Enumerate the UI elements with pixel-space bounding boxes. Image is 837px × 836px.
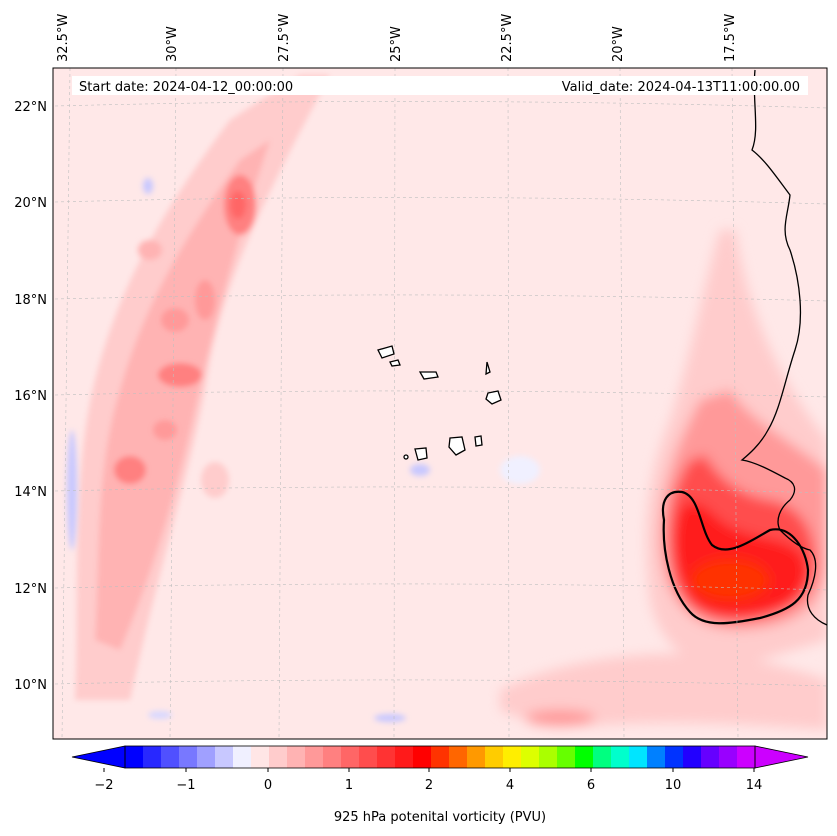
colorbar-cell (431, 746, 450, 768)
colorbar-ticks (103, 768, 755, 772)
cbar-tick-label: 4 (506, 778, 514, 793)
colorbar-over-arrow (754, 745, 809, 769)
colorbar-cell (503, 746, 522, 768)
west-band (75, 75, 330, 700)
cbar-tick-label: 10 (665, 778, 682, 793)
colorbar-cell (737, 746, 756, 768)
colorbar-cell (395, 746, 414, 768)
colorbar-cell (179, 746, 198, 768)
lon-label: 20°W (611, 26, 626, 62)
colorbar-cell (647, 746, 666, 768)
info-bar (72, 76, 808, 95)
start-date: Start date: 2024-04-12_00:00:00 (79, 80, 293, 95)
colorbar-cell (323, 746, 342, 768)
longitude-labels: 32.5°W 30°W 27.5°W 25°W 22.5°W 20°W 17.5… (56, 14, 738, 62)
lon-label: 30°W (165, 26, 180, 62)
cbar-tick-label: 0 (264, 778, 272, 793)
colorbar-cell (611, 746, 630, 768)
latitude-labels: 22°N 20°N 18°N 16°N 14°N 12°N 10°N (14, 100, 47, 693)
colorbar-cell (197, 746, 216, 768)
lon-label: 27.5°W (277, 14, 292, 62)
lon-label: 25°W (389, 26, 404, 62)
colorbar-cell (665, 746, 684, 768)
east-ridge (500, 230, 827, 730)
lat-label: 22°N (14, 100, 47, 115)
lat-label: 10°N (14, 678, 47, 693)
colorbar-cell (557, 746, 576, 768)
lat-label: 16°N (14, 389, 47, 404)
valid-date: Valid_date: 2024-04-13T11:00:00.00 (562, 80, 800, 95)
lat-label: 14°N (14, 485, 47, 500)
cbar-tick-label: −1 (176, 778, 195, 793)
colorbar-cell (161, 746, 180, 768)
cape-verde-islands (377, 345, 502, 461)
cbar-tick-label: 14 (746, 778, 763, 793)
colorbar-cell (251, 746, 270, 768)
cbar-tick-label: 1 (345, 778, 353, 793)
colorbar-cell (539, 746, 558, 768)
colorbar-title: 925 hPa potenital vorticity (PVU) (334, 810, 546, 825)
colorbar-cell (467, 746, 486, 768)
cbar-tick-label: 6 (587, 778, 595, 793)
lon-label: 32.5°W (56, 14, 71, 62)
colorbar-cell (341, 746, 360, 768)
colorbar-cell (701, 746, 720, 768)
colorbar-cell (215, 746, 234, 768)
pv-contour-line (661, 490, 810, 625)
colorbar-cell (449, 746, 468, 768)
colorbar-cell (485, 746, 504, 768)
colorbar-cell (125, 746, 144, 768)
colorbar-cell (287, 746, 306, 768)
colorbar-cell (413, 746, 432, 768)
lon-label: 22.5°W (500, 14, 515, 62)
colorbar-cell (629, 746, 648, 768)
lat-label: 18°N (14, 293, 47, 308)
colorbar-frame (124, 745, 756, 769)
cbar-tick-label: 2 (425, 778, 433, 793)
lat-label: 12°N (14, 582, 47, 597)
lat-label: 20°N (14, 196, 47, 211)
colorbar-cell (377, 746, 396, 768)
lon-label: 17.5°W (723, 14, 738, 62)
colorbar-cell (359, 746, 378, 768)
colorbar-cell (521, 746, 540, 768)
map-frame (52, 67, 828, 740)
colorbar-cell (305, 746, 324, 768)
pv-field (53, 68, 827, 739)
colorbar-cell (719, 746, 738, 768)
colorbar-cell (269, 746, 288, 768)
colorbar-cell (593, 746, 612, 768)
colorbar-cell (233, 746, 252, 768)
colorbar: −2 −1 0 1 2 4 6 10 14 925 hPa potenital … (71, 745, 809, 825)
colorbar-cell (683, 746, 702, 768)
colorbar-cells (125, 746, 756, 768)
cbar-tick-label: −2 (94, 778, 113, 793)
colorbar-under-arrow (71, 745, 126, 769)
africa-coastline (740, 69, 827, 626)
colorbar-cell (575, 746, 594, 768)
colorbar-tick-labels: −2 −1 0 1 2 4 6 10 14 (94, 778, 762, 793)
colorbar-cell (143, 746, 162, 768)
graticule (54, 68, 827, 739)
